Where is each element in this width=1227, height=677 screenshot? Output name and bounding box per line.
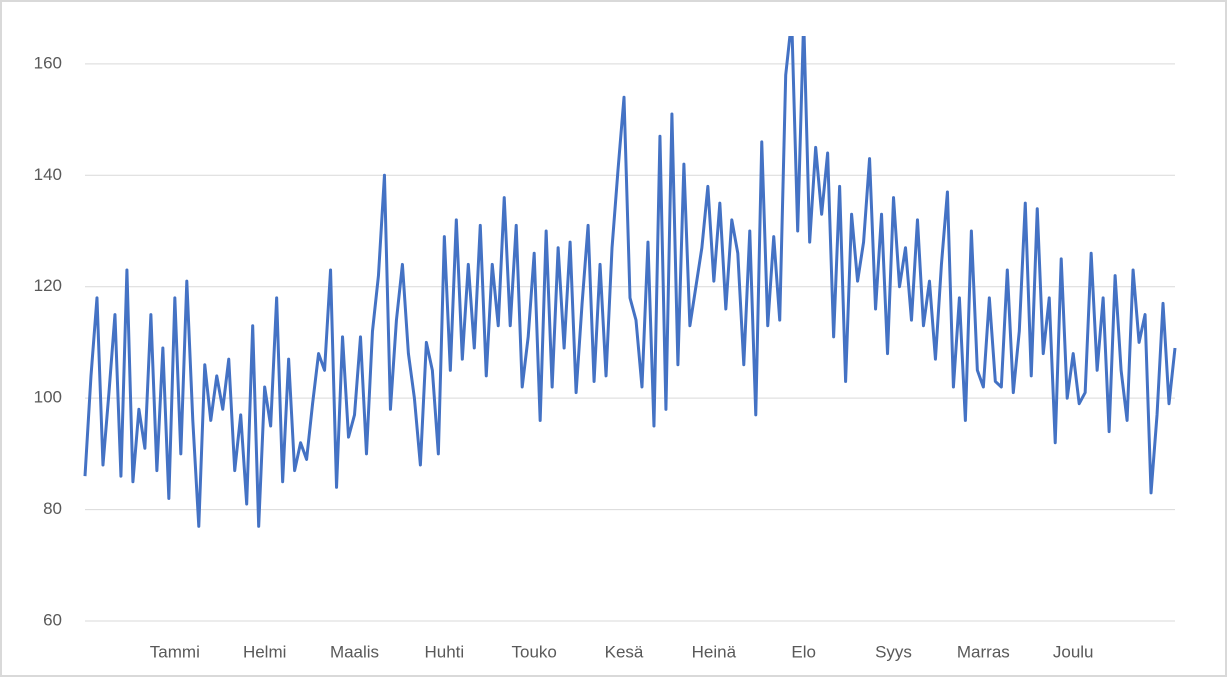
x-tick-label: Syys bbox=[875, 642, 912, 661]
x-tick-label: Marras bbox=[957, 642, 1010, 661]
x-tick-label: Huhti bbox=[424, 642, 464, 661]
y-tick-label: 100 bbox=[34, 388, 62, 407]
y-tick-label: 80 bbox=[43, 499, 62, 518]
y-tick-label: 120 bbox=[34, 276, 62, 295]
x-tick-label: Maalis bbox=[330, 642, 379, 661]
data-line bbox=[83, 36, 1177, 528]
x-tick-label: Joulu bbox=[1053, 642, 1094, 661]
x-tick-label: Heinä bbox=[692, 642, 737, 661]
x-tick-label: Kesä bbox=[605, 642, 644, 661]
x-tick-label: Elo bbox=[791, 642, 816, 661]
x-tick-label: Helmi bbox=[243, 642, 286, 661]
x-tick-label: Touko bbox=[511, 642, 556, 661]
y-tick-label: 160 bbox=[34, 53, 62, 72]
y-tick-label: 140 bbox=[34, 165, 62, 184]
y-tick-label: 60 bbox=[43, 610, 62, 629]
x-tick-label: Tammi bbox=[150, 642, 200, 661]
